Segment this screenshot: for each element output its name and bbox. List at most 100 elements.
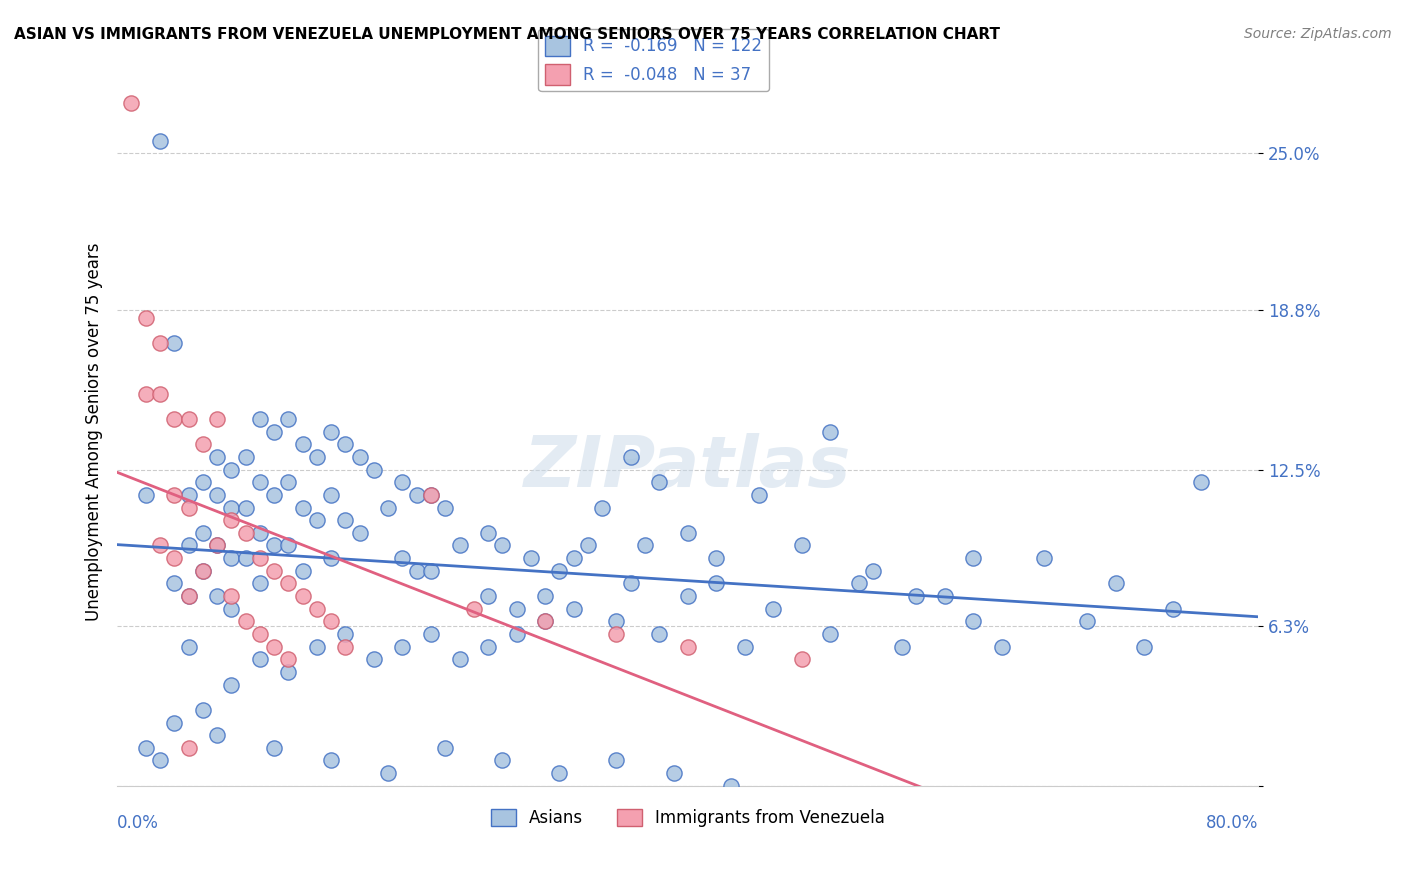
Point xyxy=(191,564,214,578)
Point xyxy=(263,640,285,654)
Point xyxy=(620,450,643,464)
Point xyxy=(449,652,471,666)
Point xyxy=(305,640,328,654)
Point xyxy=(321,615,343,629)
Point xyxy=(1033,551,1056,566)
Point xyxy=(420,488,443,502)
Point xyxy=(505,601,527,615)
Point xyxy=(305,513,328,527)
Text: Source: ZipAtlas.com: Source: ZipAtlas.com xyxy=(1244,27,1392,41)
Point xyxy=(363,652,385,666)
Point xyxy=(277,412,299,426)
Point xyxy=(1161,601,1184,615)
Point xyxy=(149,336,172,351)
Point xyxy=(548,564,571,578)
Point xyxy=(477,589,499,603)
Point xyxy=(291,564,314,578)
Point xyxy=(163,576,186,591)
Point xyxy=(149,538,172,552)
Point xyxy=(177,589,200,603)
Point xyxy=(221,601,243,615)
Point xyxy=(163,412,186,426)
Point xyxy=(520,551,543,566)
Point xyxy=(321,754,343,768)
Point xyxy=(149,386,172,401)
Point xyxy=(191,703,214,717)
Point xyxy=(205,538,228,552)
Point xyxy=(648,475,671,490)
Point xyxy=(277,665,299,679)
Point xyxy=(177,538,200,552)
Point xyxy=(534,615,557,629)
Point xyxy=(534,589,557,603)
Point xyxy=(463,45,485,59)
Point xyxy=(562,551,585,566)
Point xyxy=(191,475,214,490)
Point xyxy=(349,450,371,464)
Point xyxy=(291,589,314,603)
Point xyxy=(135,310,157,325)
Point xyxy=(377,500,399,515)
Point xyxy=(634,538,657,552)
Point xyxy=(349,525,371,540)
Point xyxy=(676,640,699,654)
Point xyxy=(562,601,585,615)
Point xyxy=(249,525,271,540)
Point xyxy=(962,615,984,629)
Point xyxy=(491,754,513,768)
Point xyxy=(491,538,513,552)
Point xyxy=(990,640,1012,654)
Point xyxy=(704,551,727,566)
Point xyxy=(249,627,271,641)
Point xyxy=(321,425,343,439)
Point xyxy=(291,437,314,451)
Point xyxy=(291,500,314,515)
Point xyxy=(221,500,243,515)
Point xyxy=(177,500,200,515)
Point xyxy=(463,601,485,615)
Point xyxy=(221,462,243,476)
Point xyxy=(1133,640,1156,654)
Point xyxy=(205,589,228,603)
Point xyxy=(576,538,599,552)
Point xyxy=(135,386,157,401)
Point xyxy=(662,766,685,780)
Point xyxy=(277,475,299,490)
Text: ASIAN VS IMMIGRANTS FROM VENEZUELA UNEMPLOYMENT AMONG SENIORS OVER 75 YEARS CORR: ASIAN VS IMMIGRANTS FROM VENEZUELA UNEMP… xyxy=(14,27,1000,42)
Point xyxy=(263,740,285,755)
Point xyxy=(704,576,727,591)
Point xyxy=(177,589,200,603)
Point xyxy=(221,589,243,603)
Point xyxy=(934,589,956,603)
Point xyxy=(1105,576,1128,591)
Point xyxy=(305,601,328,615)
Point xyxy=(263,564,285,578)
Point xyxy=(163,488,186,502)
Point xyxy=(477,640,499,654)
Point xyxy=(277,576,299,591)
Point xyxy=(249,551,271,566)
Point xyxy=(862,564,884,578)
Point xyxy=(163,551,186,566)
Text: 80.0%: 80.0% xyxy=(1206,814,1258,832)
Point xyxy=(420,564,443,578)
Point xyxy=(790,652,813,666)
Point xyxy=(605,627,627,641)
Point xyxy=(321,551,343,566)
Point xyxy=(205,728,228,742)
Point xyxy=(205,412,228,426)
Point xyxy=(277,652,299,666)
Point xyxy=(321,488,343,502)
Point xyxy=(177,488,200,502)
Point xyxy=(305,450,328,464)
Point xyxy=(620,576,643,591)
Point xyxy=(790,538,813,552)
Point xyxy=(1076,615,1098,629)
Point xyxy=(249,576,271,591)
Point xyxy=(591,500,613,515)
Point xyxy=(477,525,499,540)
Point xyxy=(205,488,228,502)
Point xyxy=(135,740,157,755)
Point xyxy=(548,766,571,780)
Point xyxy=(135,488,157,502)
